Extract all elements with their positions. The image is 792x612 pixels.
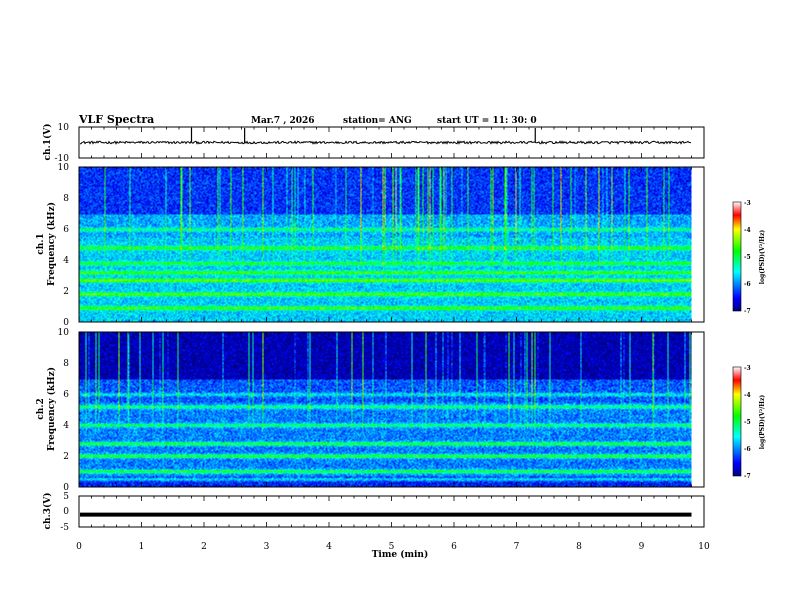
- ch2-ytick-4: 4: [63, 421, 69, 431]
- ch3-ytick-bottom: -5: [60, 523, 69, 533]
- x-tick-label: 3: [264, 542, 270, 552]
- ch1-colorbar: [732, 201, 742, 312]
- date-label: Mar.7 , 2026: [251, 116, 315, 126]
- ch2-colorbar-label: log(PSD)(V²/Hz): [759, 395, 766, 450]
- ch1-ytick-6: 6: [63, 225, 69, 235]
- ch2-ytick-8: 8: [63, 359, 69, 369]
- ch2-cbar-tick-5: -5: [744, 419, 751, 426]
- x-axis-label: Time (min): [372, 549, 429, 560]
- ch2-spectrogram-image: [79, 332, 692, 487]
- x-axis-tick-labels: 0 1 2 3 4 5 6 7 8 9 10: [76, 542, 710, 552]
- x-axis-ticks: [78, 127, 705, 527]
- ch1-spikes: [190, 128, 536, 143]
- x-tick-label: 9: [639, 542, 645, 552]
- ch3-ytick-mid: 0: [63, 507, 69, 517]
- ch2-cbar-tick-6: -6: [744, 446, 751, 453]
- x-tick-label: 0: [76, 542, 82, 552]
- ch1-ytick-0: 0: [63, 318, 69, 328]
- ch2-spectrogram-panel: 0 2 4 6 8 10 ch.2Frequency (kHz) -3 -4 -…: [36, 328, 766, 493]
- x-tick-label: 2: [201, 542, 207, 552]
- x-tick-label: 10: [698, 542, 710, 552]
- ch2-spectrogram-ylabel: ch.2Frequency (kHz): [36, 367, 57, 451]
- x-tick-label: 8: [576, 542, 582, 552]
- ch1-ytick-4: 4: [63, 256, 69, 266]
- ch1-colorbar-label: log(PSD)(V²/Hz): [759, 230, 766, 285]
- x-tick-label: 7: [514, 542, 520, 552]
- x-tick-label: 6: [451, 542, 457, 552]
- station-label: station= ANG: [343, 116, 412, 126]
- ch1-waveform-ylabel: ch.1(V): [42, 124, 53, 161]
- ch1-spectrogram-ylabel: ch.1Frequency (kHz): [36, 202, 57, 286]
- ch3-ytick-top: 5: [63, 492, 69, 502]
- start-time-label: start UT = 11: 30: 0: [437, 116, 537, 126]
- x-tick-label: 4: [326, 542, 332, 552]
- ch1-spectrogram-image: [79, 167, 692, 322]
- ch1-waveform-trace: [80, 140, 692, 145]
- ch1-ytick-2: 2: [63, 287, 69, 297]
- ch1-cbar-tick-4: -4: [744, 227, 751, 234]
- ch2-colorbar: [732, 366, 742, 477]
- x-tick-label: 5: [389, 542, 395, 552]
- ch1-ytick-bottom: -10: [55, 154, 70, 164]
- ch2-ytick-2: 2: [63, 452, 69, 462]
- ch1-cbar-tick-3: -3: [744, 200, 751, 207]
- ch2-cbar-tick-7: -7: [744, 473, 751, 480]
- ch1-ytick-top: 10: [58, 123, 70, 133]
- ch2-cbar-tick-4: -4: [744, 392, 751, 399]
- x-tick-label: 1: [139, 542, 145, 552]
- ch2-cbar-tick-3: -3: [744, 365, 751, 372]
- ch1-cbar-tick-5: -5: [744, 254, 751, 261]
- ch3-waveform-ylabel: ch.3(V): [42, 493, 53, 530]
- ch1-ytick-8: 8: [63, 194, 69, 204]
- ch2-ytick-0: 0: [63, 483, 69, 493]
- ch1-ytick-10: 10: [58, 163, 70, 173]
- ch2-ytick-10: 10: [58, 328, 70, 338]
- ch1-cbar-tick-7: -7: [744, 308, 751, 315]
- ch2-ytick-6: 6: [63, 390, 69, 400]
- chart-title: VLF Spectra: [78, 113, 154, 126]
- ch1-cbar-tick-6: -6: [744, 281, 751, 288]
- ch1-spectrogram-panel: 0 2 4 6 8 10 ch.1Frequency (kHz) -3 -4 -…: [36, 163, 766, 328]
